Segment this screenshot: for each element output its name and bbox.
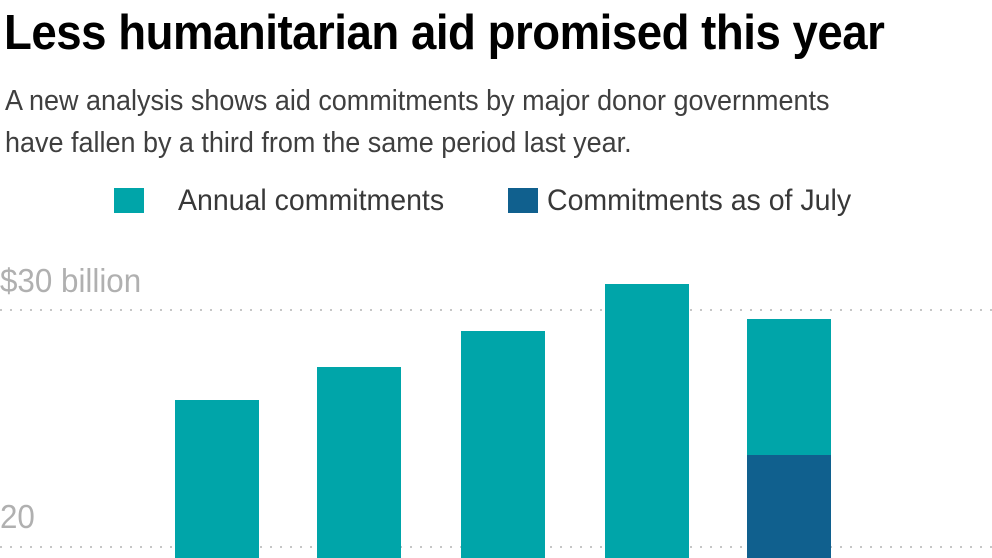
bar-july-4 xyxy=(747,455,831,558)
bar-annual-0 xyxy=(175,400,259,558)
chart-subtitle: A new analysis shows aid commitments by … xyxy=(5,80,892,164)
legend-label-commitments-as-of-july: Commitments as of July xyxy=(547,184,852,217)
y-axis-label-30-billion: $30 billion xyxy=(0,262,142,299)
bar-annual-3 xyxy=(605,284,689,558)
subtitle-line-2: have fallen by a third from the same per… xyxy=(5,127,632,159)
legend-swatch-annual-commitments xyxy=(114,188,144,213)
bar-annual-2 xyxy=(461,331,545,558)
gridline-30-billion xyxy=(0,309,992,311)
legend-swatch-commitments-as-of-july xyxy=(508,188,538,213)
chart-title: Less humanitarian aid promised this year xyxy=(4,6,885,60)
y-axis-label-20: 20 xyxy=(0,498,35,535)
subtitle-line-1: A new analysis shows aid commitments by … xyxy=(5,85,830,117)
legend-label-annual-commitments: Annual commitments xyxy=(178,184,445,217)
bar-annual-1 xyxy=(317,367,401,558)
